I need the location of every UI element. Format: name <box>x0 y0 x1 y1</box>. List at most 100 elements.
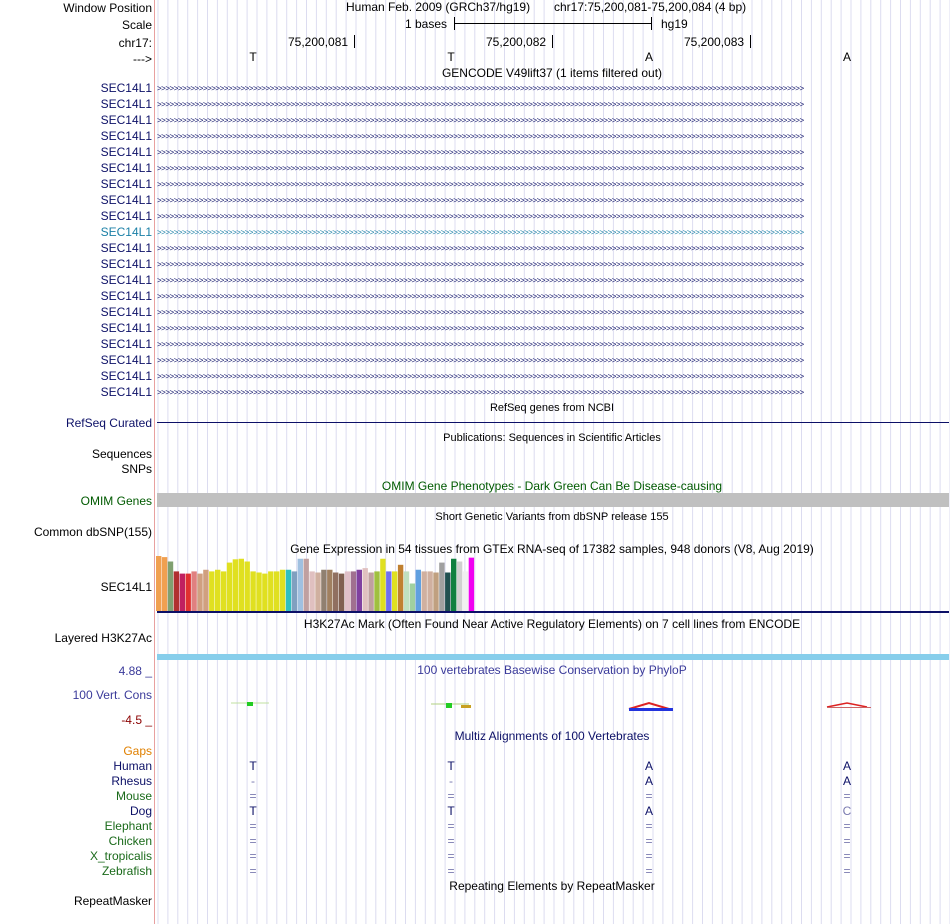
gtex-tissue-bar[interactable] <box>386 571 392 611</box>
gtex-tissue-bar[interactable] <box>203 569 209 611</box>
gtex-tissue-bar[interactable] <box>297 558 303 611</box>
gencode-gene-label[interactable]: SEC14L1 <box>100 97 152 111</box>
species-label[interactable]: X_tropicalis <box>89 849 152 863</box>
gencode-gene-arrows[interactable]: >>>>>>>>>>>>>>>>>>>>>>>>>>>>>>>>>>>>>>>>… <box>157 133 804 141</box>
gencode-gene-arrows[interactable]: >>>>>>>>>>>>>>>>>>>>>>>>>>>>>>>>>>>>>>>>… <box>157 165 804 173</box>
gtex-tissue-bar[interactable] <box>156 556 162 611</box>
gtex-tissue-bar[interactable] <box>338 573 345 611</box>
gencode-gene-label[interactable]: SEC14L1 <box>100 273 152 287</box>
gencode-gene-label[interactable]: SEC14L1 <box>100 257 152 271</box>
gencode-gene-arrows[interactable]: >>>>>>>>>>>>>>>>>>>>>>>>>>>>>>>>>>>>>>>>… <box>157 117 804 125</box>
gencode-gene-arrows[interactable]: >>>>>>>>>>>>>>>>>>>>>>>>>>>>>>>>>>>>>>>>… <box>157 277 804 285</box>
position-text[interactable]: chr17:75,200,081-75,200,084 (4 bp) <box>554 0 747 14</box>
gencode-gene-arrows[interactable]: >>>>>>>>>>>>>>>>>>>>>>>>>>>>>>>>>>>>>>>>… <box>157 357 804 365</box>
gtex-tissue-bar[interactable] <box>303 558 309 611</box>
gtex-tissue-bar[interactable] <box>191 571 197 611</box>
refseq-label[interactable]: RefSeq Curated <box>65 416 152 430</box>
gencode-gene-arrows[interactable]: >>>>>>>>>>>>>>>>>>>>>>>>>>>>>>>>>>>>>>>>… <box>157 389 804 397</box>
gtex-tissue-bar[interactable] <box>268 571 274 611</box>
sequences-label[interactable]: Sequences <box>91 447 152 461</box>
gencode-gene-label[interactable]: SEC14L1 <box>100 145 152 159</box>
gencode-gene-label[interactable]: SEC14L1 <box>100 129 152 143</box>
species-label[interactable]: Rhesus <box>111 774 152 788</box>
gtex-tissue-bar[interactable] <box>433 572 439 612</box>
omim-label[interactable]: OMIM Genes <box>80 494 152 508</box>
gtex-tissue-bar[interactable] <box>232 559 239 611</box>
dbsnp-title[interactable]: Short Genetic Variants from dbSNP releas… <box>435 511 669 523</box>
gencode-gene-label[interactable]: SEC14L1 <box>100 113 152 127</box>
gtex-tissue-bar[interactable] <box>456 561 463 612</box>
gtex-tissue-bar[interactable] <box>333 572 339 612</box>
phylop-title[interactable]: 100 vertebrates Basewise Conservation by… <box>417 663 687 677</box>
gtex-tissue-bar[interactable] <box>285 569 292 611</box>
species-label[interactable]: Chicken <box>108 834 152 848</box>
gencode-gene-arrows[interactable]: >>>>>>>>>>>>>>>>>>>>>>>>>>>>>>>>>>>>>>>>… <box>157 229 804 237</box>
gtex-tissue-bar[interactable] <box>250 571 256 611</box>
gencode-gene-label[interactable]: SEC14L1 <box>100 353 152 367</box>
gtex-tissue-bar[interactable] <box>167 561 174 612</box>
gencode-gene-label[interactable]: SEC14L1 <box>100 321 152 335</box>
gtex-tissue-bar[interactable] <box>427 571 433 611</box>
gtex-tissue-bar[interactable] <box>274 571 280 611</box>
gtex-tissue-bar[interactable] <box>327 569 333 611</box>
gtex-tissue-bar[interactable] <box>309 571 315 611</box>
gencode-gene-arrows[interactable]: >>>>>>>>>>>>>>>>>>>>>>>>>>>>>>>>>>>>>>>>… <box>157 213 804 221</box>
gtex-tissue-bar[interactable] <box>262 573 268 611</box>
gencode-gene-arrows[interactable]: >>>>>>>>>>>>>>>>>>>>>>>>>>>>>>>>>>>>>>>>… <box>157 373 804 381</box>
phylop-label[interactable]: 100 Vert. Cons <box>72 688 152 702</box>
gencode-gene-arrows[interactable]: >>>>>>>>>>>>>>>>>>>>>>>>>>>>>>>>>>>>>>>>… <box>157 149 804 157</box>
gencode-title[interactable]: GENCODE V49lift37 (1 items filtered out) <box>441 66 663 80</box>
gtex-tissue-bar[interactable] <box>350 571 357 611</box>
gencode-gene-label[interactable]: SEC14L1 <box>100 369 152 383</box>
gtex-tissue-bar[interactable] <box>209 571 215 611</box>
gencode-gene-arrows[interactable]: >>>>>>>>>>>>>>>>>>>>>>>>>>>>>>>>>>>>>>>>… <box>157 101 804 109</box>
species-label[interactable]: Elephant <box>104 819 152 833</box>
gtex-tissue-bar[interactable] <box>374 571 380 611</box>
gtex-tissue-bar[interactable] <box>362 568 368 611</box>
gtex-tissue-bar[interactable] <box>179 573 185 611</box>
gtex-tissue-bar[interactable] <box>380 558 386 611</box>
gencode-gene-arrows[interactable]: >>>>>>>>>>>>>>>>>>>>>>>>>>>>>>>>>>>>>>>>… <box>157 85 804 93</box>
gtex-tissue-bar[interactable] <box>462 571 469 611</box>
gtex-tissue-bar[interactable] <box>356 569 362 611</box>
gencode-gene-label[interactable]: SEC14L1 <box>100 225 152 239</box>
gtex-tissue-bar[interactable] <box>415 569 421 611</box>
publications-title[interactable]: Publications: Sequences in Scientific Ar… <box>443 432 661 444</box>
gencode-gene-arrows[interactable]: >>>>>>>>>>>>>>>>>>>>>>>>>>>>>>>>>>>>>>>>… <box>157 181 804 189</box>
gtex-bar-chart[interactable] <box>155 555 535 611</box>
gtex-tissue-bar[interactable] <box>445 572 451 612</box>
gtex-tissue-bar[interactable] <box>451 558 457 611</box>
h3k27ac-title[interactable]: H3K27Ac Mark (Often Found Near Active Re… <box>303 617 801 631</box>
gtex-label[interactable]: SEC14L1 <box>100 580 152 594</box>
gtex-tissue-bar[interactable] <box>368 572 374 612</box>
gtex-tissue-bar[interactable] <box>421 571 427 611</box>
gencode-gene-label[interactable]: SEC14L1 <box>100 385 152 399</box>
gtex-tissue-bar[interactable] <box>468 557 475 611</box>
gtex-tissue-bar[interactable] <box>185 573 191 611</box>
gtex-tissue-bar[interactable] <box>291 571 298 611</box>
gencode-gene-label[interactable]: SEC14L1 <box>100 161 152 175</box>
h3k27ac-bar[interactable] <box>157 654 949 660</box>
gtex-tissue-bar[interactable] <box>161 557 168 611</box>
gencode-gene-label[interactable]: SEC14L1 <box>100 337 152 351</box>
gencode-gene-label[interactable]: SEC14L1 <box>100 81 152 95</box>
species-label[interactable]: Human <box>113 759 152 773</box>
gencode-gene-arrows[interactable]: >>>>>>>>>>>>>>>>>>>>>>>>>>>>>>>>>>>>>>>>… <box>157 325 804 333</box>
phylop-plot[interactable] <box>155 695 950 715</box>
gencode-gene-arrows[interactable]: >>>>>>>>>>>>>>>>>>>>>>>>>>>>>>>>>>>>>>>>… <box>157 245 804 253</box>
gencode-gene-arrows[interactable]: >>>>>>>>>>>>>>>>>>>>>>>>>>>>>>>>>>>>>>>>… <box>157 341 804 349</box>
gtex-tissue-bar[interactable] <box>226 562 233 611</box>
repeatmasker-label[interactable]: RepeatMasker <box>73 894 152 908</box>
multiz-title[interactable]: Multiz Alignments of 100 Vertebrates <box>454 729 650 743</box>
gtex-tissue-bar[interactable] <box>409 583 416 612</box>
gtex-tissue-bar[interactable] <box>344 571 351 611</box>
gtex-tissue-bar[interactable] <box>244 561 250 612</box>
repeatmasker-title[interactable]: Repeating Elements by RepeatMasker <box>449 879 655 893</box>
h3k27ac-label[interactable]: Layered H3K27Ac <box>54 631 152 645</box>
dbsnp-label[interactable]: Common dbSNP(155) <box>33 525 152 539</box>
snps-label[interactable]: SNPs <box>121 462 152 476</box>
gtex-tissue-bar[interactable] <box>173 571 180 611</box>
gencode-gene-arrows[interactable]: >>>>>>>>>>>>>>>>>>>>>>>>>>>>>>>>>>>>>>>>… <box>157 197 804 205</box>
gtex-tissue-bar[interactable] <box>439 562 445 611</box>
omim-bar[interactable] <box>157 493 949 507</box>
